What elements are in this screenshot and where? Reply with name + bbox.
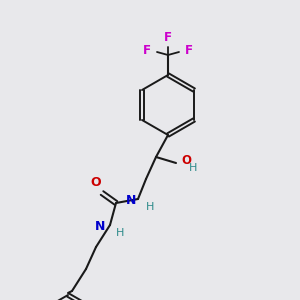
Text: N: N (94, 220, 105, 232)
Text: F: F (185, 44, 193, 58)
Text: H: H (189, 163, 197, 173)
Text: O: O (91, 176, 101, 189)
Text: H: H (146, 202, 154, 212)
Text: F: F (143, 44, 151, 58)
Text: N: N (126, 194, 136, 206)
Text: O: O (181, 154, 191, 167)
Text: F: F (164, 31, 172, 44)
Text: H: H (116, 228, 124, 238)
